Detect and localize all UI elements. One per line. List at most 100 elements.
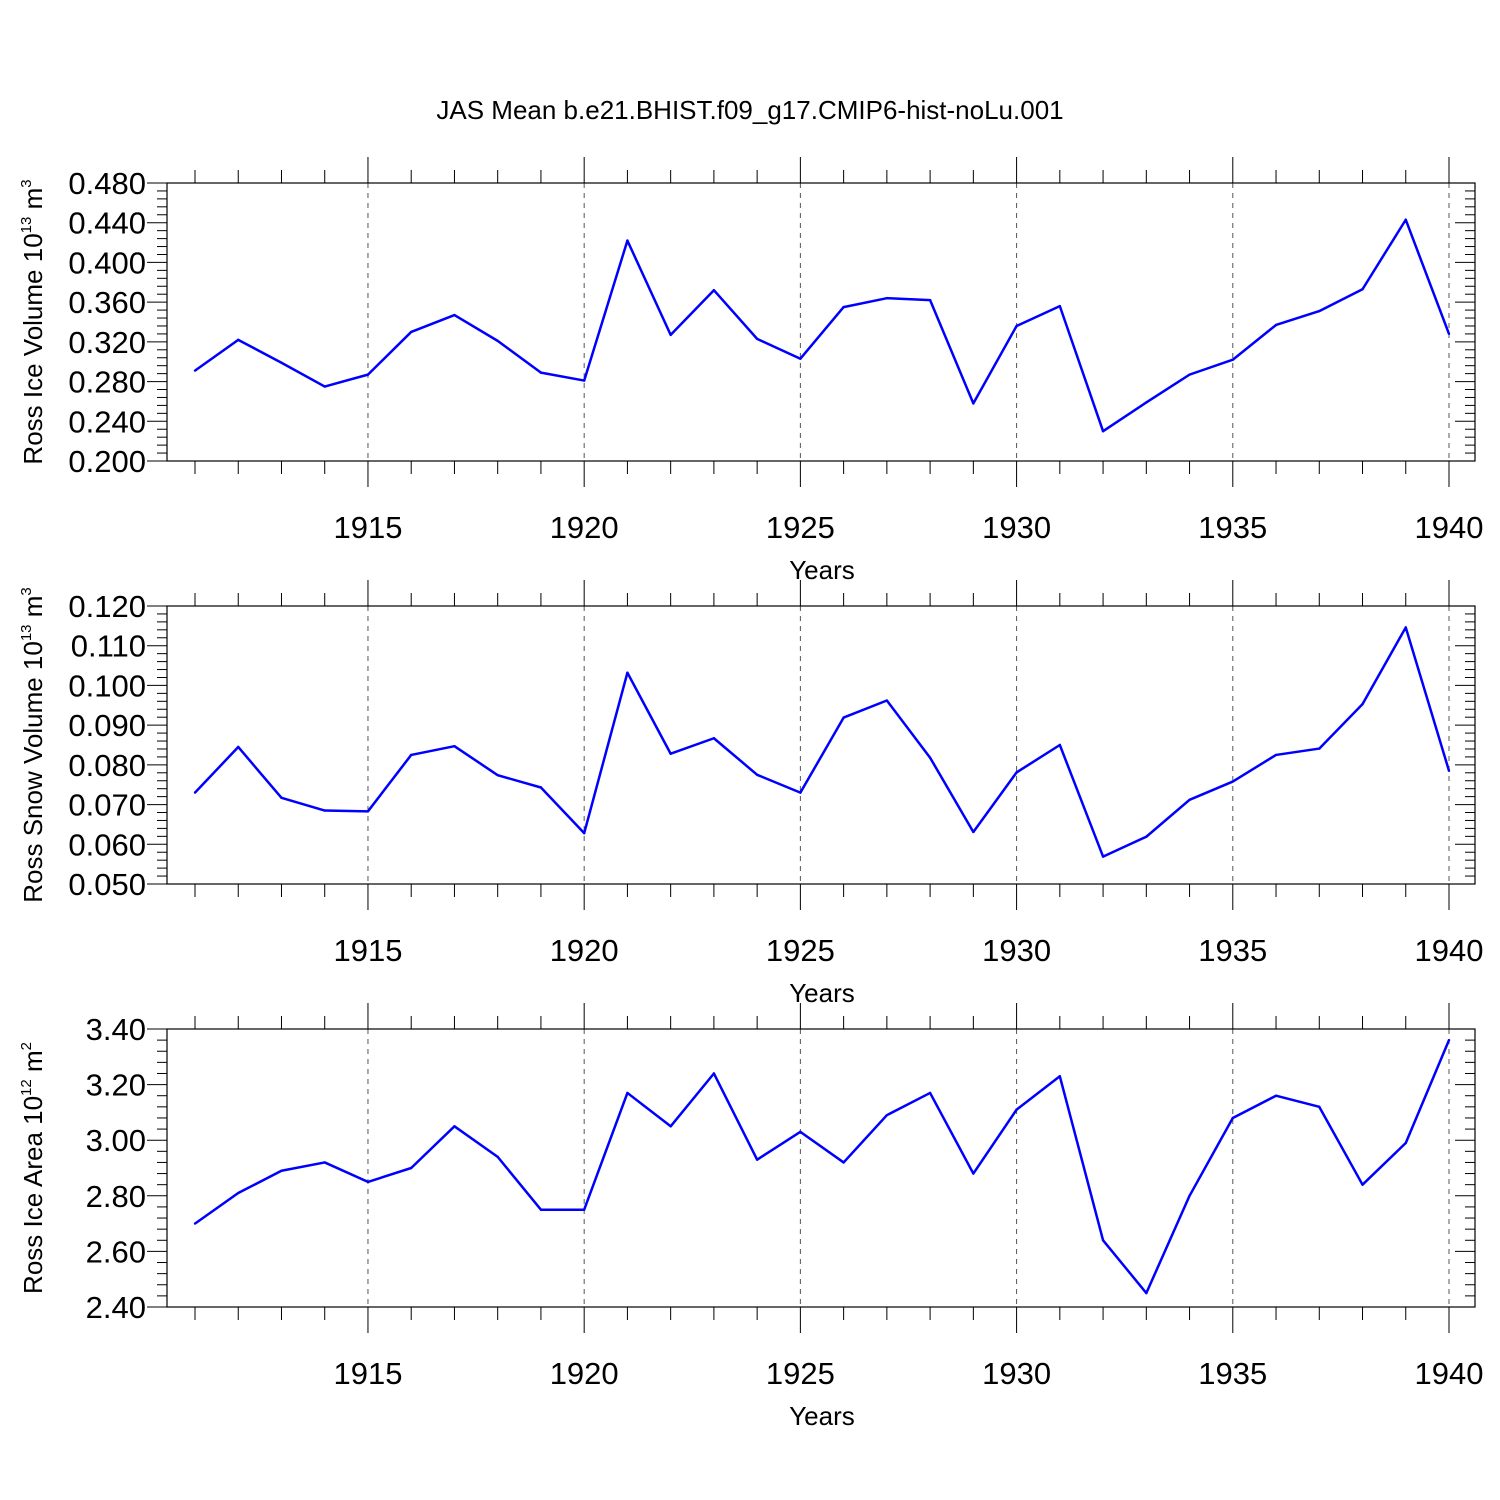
data-point [626, 1091, 629, 1095]
data-point [1404, 1141, 1407, 1145]
data-point [1447, 1038, 1451, 1042]
y-tick-label: 0.400 [68, 245, 146, 280]
data-point [1274, 1094, 1278, 1097]
x-tick-label: 1915 [333, 1356, 402, 1391]
plot-frame [166, 182, 1476, 462]
y-tick-label: 0.070 [68, 788, 146, 823]
x-tick-label: 1935 [1198, 1356, 1267, 1391]
data-point [1015, 1108, 1018, 1111]
x-tick-label: 1925 [766, 933, 835, 968]
data-point [755, 773, 759, 776]
data-point [1361, 288, 1364, 291]
data-point [626, 239, 629, 242]
y-tick-label: 0.060 [68, 827, 146, 862]
data-point [1318, 309, 1321, 313]
data-point [496, 773, 499, 777]
y-tick-label: 0.120 [68, 589, 146, 624]
data-point [799, 791, 802, 794]
data-point [799, 1130, 802, 1134]
data-point [237, 745, 240, 749]
y-tick-label: 0.240 [68, 404, 146, 439]
x-tick-label: 1940 [1415, 510, 1484, 545]
data-point [582, 379, 586, 382]
data-point [842, 716, 845, 719]
data-point [842, 1161, 845, 1164]
data-point [496, 1155, 499, 1159]
x-axis-label: Years [789, 1401, 855, 1431]
data-point [928, 298, 932, 302]
data-point [1404, 626, 1407, 629]
data-point [712, 1072, 716, 1075]
y-tick-label: 3.20 [86, 1068, 146, 1103]
y-tick-label: 0.280 [68, 365, 146, 400]
data-point [755, 1158, 759, 1161]
plot-frame [166, 1028, 1476, 1308]
data-point [1015, 324, 1018, 328]
y-tick-label: 0.100 [68, 668, 146, 703]
data-point [799, 357, 802, 360]
data-point [366, 1180, 370, 1184]
y-tick-label: 2.80 [86, 1179, 146, 1214]
y-tick-label: 0.440 [68, 206, 146, 241]
data-point [972, 1172, 975, 1175]
y-tick-label: 0.080 [68, 748, 146, 783]
data-point [323, 809, 326, 812]
y-axis-label: Ross Snow Volume 1013 m3 [18, 587, 48, 903]
data-point [1274, 323, 1278, 327]
data-point [193, 1222, 197, 1225]
y-tick-label: 3.00 [86, 1123, 146, 1158]
data-point [496, 339, 499, 343]
data-point [626, 671, 629, 674]
panel-1: 0.200 0.240 0.280 0.320 0.360 0.400 0.440 0.480… [18, 157, 1483, 585]
data-point [237, 1191, 240, 1195]
y-tick-label: 2.60 [86, 1234, 146, 1269]
data-point [366, 810, 370, 813]
data-point [1231, 1116, 1234, 1120]
data-point [1101, 430, 1105, 433]
data-point [1231, 780, 1234, 783]
data-point [885, 699, 889, 702]
x-axis-label: Years [789, 555, 855, 585]
y-axis-label: Ross Ice Volume 1013 m3 [18, 179, 48, 464]
x-tick-label: 1920 [550, 510, 619, 545]
x-tick-label: 1915 [333, 510, 402, 545]
data-point [972, 830, 975, 834]
data-point [582, 831, 586, 835]
data-point [366, 373, 370, 376]
y-tick-label: 0.360 [68, 285, 146, 320]
data-point [1058, 304, 1062, 308]
data-point [669, 1125, 672, 1128]
data-point [712, 737, 716, 740]
data-point [1231, 358, 1234, 361]
data-point [410, 1166, 413, 1170]
data-point [928, 756, 932, 759]
y-axis-label: Ross Ice Area 1012 m2 [18, 1042, 48, 1294]
x-tick-label: 1935 [1198, 933, 1267, 968]
y-tick-label: 0.480 [68, 166, 146, 201]
data-point [1101, 1239, 1105, 1242]
y-tick-label: 0.320 [68, 325, 146, 360]
y-tick-label: 0.200 [68, 444, 146, 479]
panel-2: 0.050 0.060 0.070 0.080 0.090 0.100 0.110 0.120… [18, 580, 1483, 1008]
data-point [280, 796, 283, 800]
series-line [194, 218, 1451, 433]
y-tick-label: 3.40 [86, 1012, 146, 1047]
data-point [1058, 1075, 1062, 1078]
y-tick-label: 0.090 [68, 708, 146, 743]
data-point [582, 1208, 586, 1211]
data-point [885, 1113, 889, 1117]
data-point [1447, 332, 1451, 336]
data-point [669, 752, 672, 755]
data-point [1015, 771, 1018, 774]
data-point [539, 371, 543, 374]
x-tick-label: 1930 [982, 933, 1051, 968]
x-tick-label: 1930 [982, 1356, 1051, 1391]
data-point [1318, 1105, 1321, 1109]
x-tick-label: 1920 [550, 1356, 619, 1391]
data-point [1101, 855, 1105, 858]
data-point [1188, 373, 1191, 376]
data-point [928, 1091, 932, 1095]
plot-frame [166, 605, 1476, 885]
series-line [194, 626, 1451, 858]
